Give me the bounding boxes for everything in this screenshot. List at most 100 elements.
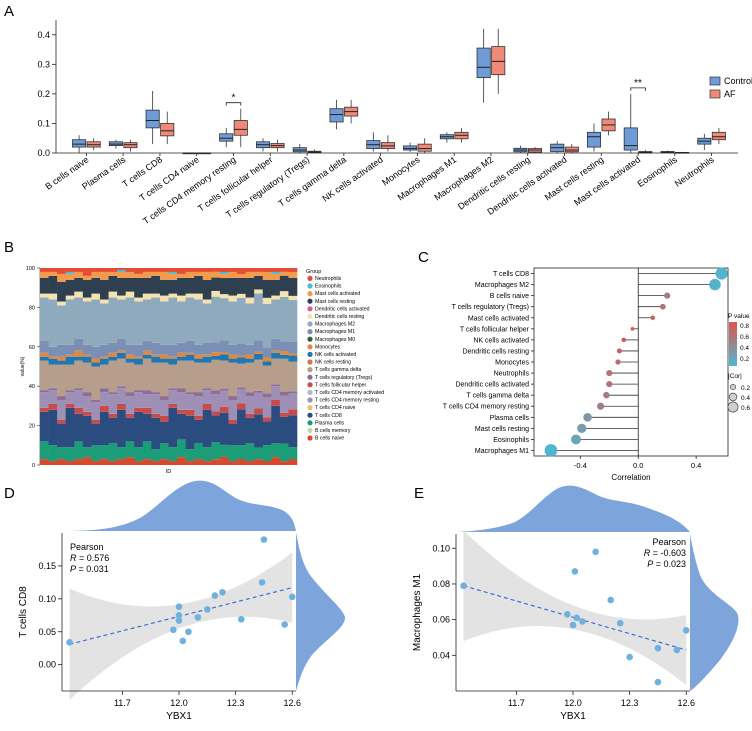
stack-segment-mast-cells-activated [142,271,152,278]
stack-segment-t-cells-follicular-helper [74,407,84,414]
stack-segment-monocytes [271,350,281,353]
lollipop-dot-mast-cells-activated [650,315,656,321]
stat-r-line: R = -0.603 [644,548,686,558]
stack-segment-neutrophils [91,268,101,272]
scatter-point [573,614,581,622]
stack-segment-t-cells-cd4-memory-resting [177,392,186,410]
stack-segment-eosinophils [65,271,75,274]
stack-segment-macrophages-m1 [254,340,264,352]
y-tick-label: NK cells activated [473,337,529,344]
stack-segment-t-cells-follicular-helper [202,403,212,410]
stack-segment-t-cells-cd4-memory-resting [228,399,238,420]
stack-segment-macrophages-m1 [151,342,161,355]
stack-segment-t-cells-cd8 [108,417,118,444]
legend-cor-title: |Cor| [728,373,742,380]
stack-segment-neutrophils [151,268,161,272]
stack-segment-t-cells-gamma-delta [279,358,289,392]
stat-r-value: = -0.603 [650,548,686,558]
y-tick-label: Dendritic cells activated [455,382,529,389]
scatter-point [626,653,633,661]
stack-segment-t-cells-gamma-delta [202,362,212,389]
legend-swatch-mast-cells-resting [307,298,313,304]
stack-segment-neutrophils [228,268,238,272]
stack-segment-dendritic-cells-resting [245,297,255,304]
panel-d-scatter: 11.7 12.0 12.3 12.6 0.00 0.05 0.10 0.15 YBX1 T ce… [18,480,345,722]
y-tick-label: 0 [32,463,35,469]
stack-segment-t-cells-cd8 [151,417,161,450]
stack-segment-plasma-cells [202,447,212,462]
box [72,139,87,148]
legend-label-monocytes: Monocytes [315,344,340,350]
lollipop-dot-t-cells-cd4-memory-resting [597,402,605,410]
stack-segment-monocytes [237,355,246,358]
stack-segment-t-cells-gamma-delta [168,364,178,389]
stack-segment-macrophages-m2 [74,297,84,339]
lollipop-dot-macrophages-m1 [544,444,558,457]
stack-segment-mast-cells-activated [185,271,195,278]
stack-segment-macrophages-m1 [40,340,49,353]
stack-segment-t-cells-follicular-helper [159,415,169,422]
stack-segment-t-cells-cd4-memory-resting [262,397,272,418]
stack-segment-monocytes [57,356,66,361]
lollipop-dot-t-cells-follicular-helper [630,327,635,331]
stack-segment-monocytes [159,354,169,359]
stat-r-value: = 0.576 [77,553,110,563]
stack-segment-t-cells-cd4-memory-resting [288,393,298,410]
stack-segment-macrophages-m2 [48,299,58,347]
stack-segment-macrophages-m1 [219,340,229,353]
stack-segment-t-cells-cd8 [48,409,58,446]
stack-segment-t-cells-cd4-memory-resting [40,392,49,408]
stack-segment-b-cells-naive [108,461,118,465]
stack-segment-t-cells-regulatory-tregs [117,386,126,389]
stack-segment-mast-cells-resting [48,275,58,294]
stack-segment-monocytes [48,356,58,359]
stack-segment-mast-cells-activated [228,271,238,278]
scatter-point [175,603,183,611]
stack-segment-t-cells-cd8 [57,423,66,448]
stack-segment-neutrophils [288,268,298,272]
stack-segment-nk-cells-activated [142,354,152,359]
stack-segment-neutrophils [177,268,186,274]
stack-segment-t-cells-cd4-memory-resting [82,396,92,412]
stack-segment-macrophages-m2 [237,297,246,344]
lollipop-dot-t-cells-gamma-delta [603,391,610,399]
scatter-point [592,548,599,556]
legend-swatch-dendritic-cells-resting [307,313,313,319]
stack-segment-dendritic-cells-resting [279,291,289,297]
scatter-point [654,678,662,686]
box [476,47,491,79]
stack-segment-mast-cells-activated [125,271,135,278]
stack-segment-nk-cells-activated [159,358,169,363]
panel-label-c: C [418,249,429,266]
stack-segment-monocytes [211,352,221,356]
stack-segment-t-cells-gamma-delta [245,362,255,393]
stack-segment-nk-cells-activated [40,356,49,361]
stack-segment-neutrophils [74,268,84,272]
stack-segment-macrophages-m2 [185,297,195,341]
stack-segment-plasma-cells [228,445,238,462]
scatter-point [185,628,192,636]
stack-segment-macrophages-m2 [57,305,66,345]
stack-segment-mast-cells-resting [117,277,126,296]
y-tick-label: T cells gamma delta [466,393,529,400]
stack-segment-b-cells-naive [271,457,281,465]
stack-segment-t-cells-regulatory-tregs [168,388,178,391]
scatter-point [607,596,615,604]
stack-segment-macrophages-m1 [194,344,204,355]
legend-swatch-nk-cells-activated [307,351,313,357]
stack-segment-b-cells-naive [151,461,161,465]
lollipop-dot-mast-cells-resting [577,423,587,433]
stack-segment-nk-cells-activated [151,356,161,363]
stack-segment-t-cells-follicular-helper [65,403,75,408]
scatter-point [179,637,187,645]
stack-segment-macrophages-m2 [151,297,161,343]
stack-segment-b-cells-naive [202,461,212,465]
stack-segment-macrophages-m2 [159,301,169,345]
stack-segment-b-cells-naive [125,457,135,465]
stack-segment-macrophages-m2 [202,303,212,343]
stack-segment-b-cells-naive [74,459,84,465]
legend-swatch-t-cells-follicular-helper [307,382,313,388]
